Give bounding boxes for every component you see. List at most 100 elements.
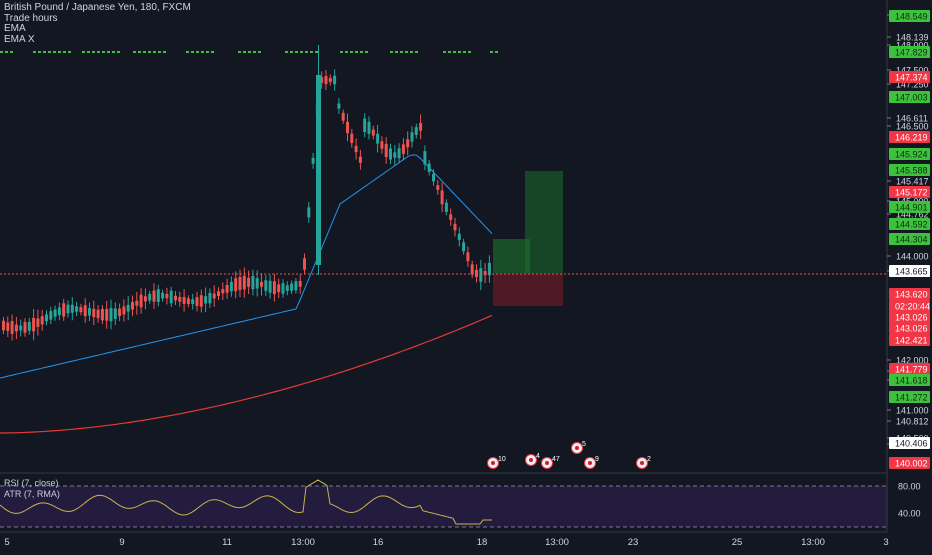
event-markers[interactable]: 10 4 47 5 9 2 bbox=[487, 441, 652, 469]
price-tick-label: 147.500 bbox=[896, 66, 929, 76]
price-label-text: 147.374 bbox=[895, 73, 928, 83]
trade-hours-marker bbox=[315, 51, 318, 53]
candle-body bbox=[260, 281, 263, 287]
long-position-tool[interactable] bbox=[493, 171, 563, 306]
indicator-atr[interactable]: ATR (7, RMA) bbox=[4, 489, 60, 499]
trade-hours-marker bbox=[5, 51, 8, 53]
trade-hours-marker bbox=[395, 51, 398, 53]
price-label-badge bbox=[889, 457, 930, 469]
trade-hours-marker bbox=[206, 51, 209, 53]
price-label-badge bbox=[889, 311, 930, 323]
candle-body bbox=[19, 325, 23, 331]
candle-body bbox=[397, 148, 401, 159]
indicator-ema-x[interactable]: EMA X bbox=[4, 33, 35, 45]
trade-hours-marker bbox=[92, 51, 95, 53]
candle-body bbox=[182, 296, 186, 304]
candle-body bbox=[105, 309, 109, 321]
candle-body bbox=[328, 77, 332, 83]
candle-body bbox=[165, 293, 169, 299]
candle-body bbox=[49, 311, 53, 320]
trade-hours-marker bbox=[63, 51, 66, 53]
candle-body bbox=[247, 277, 251, 287]
price-label-text: 146.219 bbox=[895, 133, 928, 143]
candle-body bbox=[234, 278, 238, 292]
time-tick-label: 25 bbox=[732, 537, 743, 548]
price-label-text: 145.924 bbox=[895, 150, 928, 160]
trade-hours-marker bbox=[285, 51, 288, 53]
chart-legend[interactable]: British Pound / Japanese Yen, 180, FXCM … bbox=[4, 2, 191, 45]
price-label-badge bbox=[889, 10, 930, 22]
price-label-text: 145.172 bbox=[895, 188, 928, 198]
price-label-badge bbox=[889, 265, 930, 277]
candle-body bbox=[324, 75, 328, 85]
trade-hours-marker bbox=[410, 51, 413, 53]
trade-hours-marker bbox=[68, 51, 71, 53]
time-tick-label: 16 bbox=[373, 537, 384, 548]
trade-hours-marker bbox=[305, 51, 308, 53]
candle-body bbox=[32, 317, 36, 332]
indicator-rsi[interactable]: RSI (7, close) bbox=[4, 478, 59, 488]
candle-body bbox=[126, 304, 130, 312]
symbol-title[interactable]: British Pound / Japanese Yen, 180, FXCM bbox=[4, 2, 191, 13]
candle-body bbox=[281, 283, 285, 294]
time-tick-label: 18 bbox=[477, 537, 488, 548]
event-dot bbox=[529, 458, 533, 462]
candle-body bbox=[148, 293, 152, 301]
candle-body bbox=[199, 295, 203, 307]
candle-body bbox=[195, 297, 199, 306]
price-label-badge bbox=[889, 201, 930, 213]
candle-body bbox=[457, 233, 461, 241]
candle-body bbox=[419, 122, 423, 131]
price-label-text: 143.026 bbox=[895, 324, 928, 334]
candle-body bbox=[444, 202, 448, 212]
candle-body bbox=[174, 295, 177, 301]
candle-body bbox=[70, 304, 74, 313]
price-label-badge bbox=[889, 186, 930, 198]
trade-hours-marker bbox=[345, 51, 348, 53]
candle-body bbox=[449, 214, 453, 220]
event-dot bbox=[575, 446, 579, 450]
trade-hours-marker bbox=[463, 51, 466, 53]
trade-hours-marker bbox=[360, 51, 363, 53]
trade-hours-marker bbox=[448, 51, 451, 53]
trade-hours-marker bbox=[148, 51, 151, 53]
time-tick-label: 23 bbox=[628, 537, 639, 548]
candle-body bbox=[62, 303, 66, 317]
candle-body bbox=[238, 276, 242, 290]
trade-hours-marker bbox=[191, 51, 194, 53]
time-tick-label: 13:00 bbox=[801, 537, 825, 548]
time-tick-label: 11 bbox=[222, 537, 232, 548]
price-label-text: 144.592 bbox=[895, 220, 928, 230]
trade-hours-marker bbox=[117, 51, 120, 53]
rsi-line bbox=[0, 479, 492, 525]
candle-body bbox=[208, 292, 212, 304]
time-axis[interactable]: 5 9 11 13:00 16 18 13:00 23 25 13:00 3 bbox=[0, 531, 932, 550]
price-tick-label: 141.000 bbox=[896, 406, 929, 416]
target-zone-small bbox=[493, 239, 530, 273]
candle-body bbox=[470, 264, 474, 275]
price-label-text: 144.304 bbox=[895, 235, 928, 245]
price-label-text: 02:20:44 bbox=[895, 302, 930, 312]
indicator-ema[interactable]: EMA bbox=[4, 23, 26, 34]
indicator-trade-hours[interactable]: Trade hours bbox=[4, 12, 58, 24]
price-label-badge bbox=[889, 334, 930, 346]
price-label-text: 144.901 bbox=[895, 203, 928, 213]
oscillator-legend[interactable]: RSI (7, close) ATR (7, RMA) bbox=[4, 478, 60, 500]
candle-body bbox=[264, 280, 268, 291]
candle-body bbox=[212, 293, 216, 299]
price-label-badge bbox=[889, 71, 930, 83]
price-tick-label: 142.000 bbox=[896, 356, 929, 366]
stop-zone bbox=[493, 273, 563, 306]
candle-body bbox=[475, 269, 478, 277]
trade-hours-marker bbox=[48, 51, 51, 53]
time-axis-labels: 5 9 11 13:00 16 18 13:00 23 25 13:00 3 bbox=[4, 537, 888, 548]
candle-body bbox=[298, 280, 302, 287]
price-label-badge bbox=[889, 164, 930, 176]
candle-body bbox=[440, 190, 444, 205]
trade-hours-marker bbox=[33, 51, 36, 53]
trade-hours-marker bbox=[453, 51, 456, 53]
candle-body bbox=[307, 207, 311, 218]
